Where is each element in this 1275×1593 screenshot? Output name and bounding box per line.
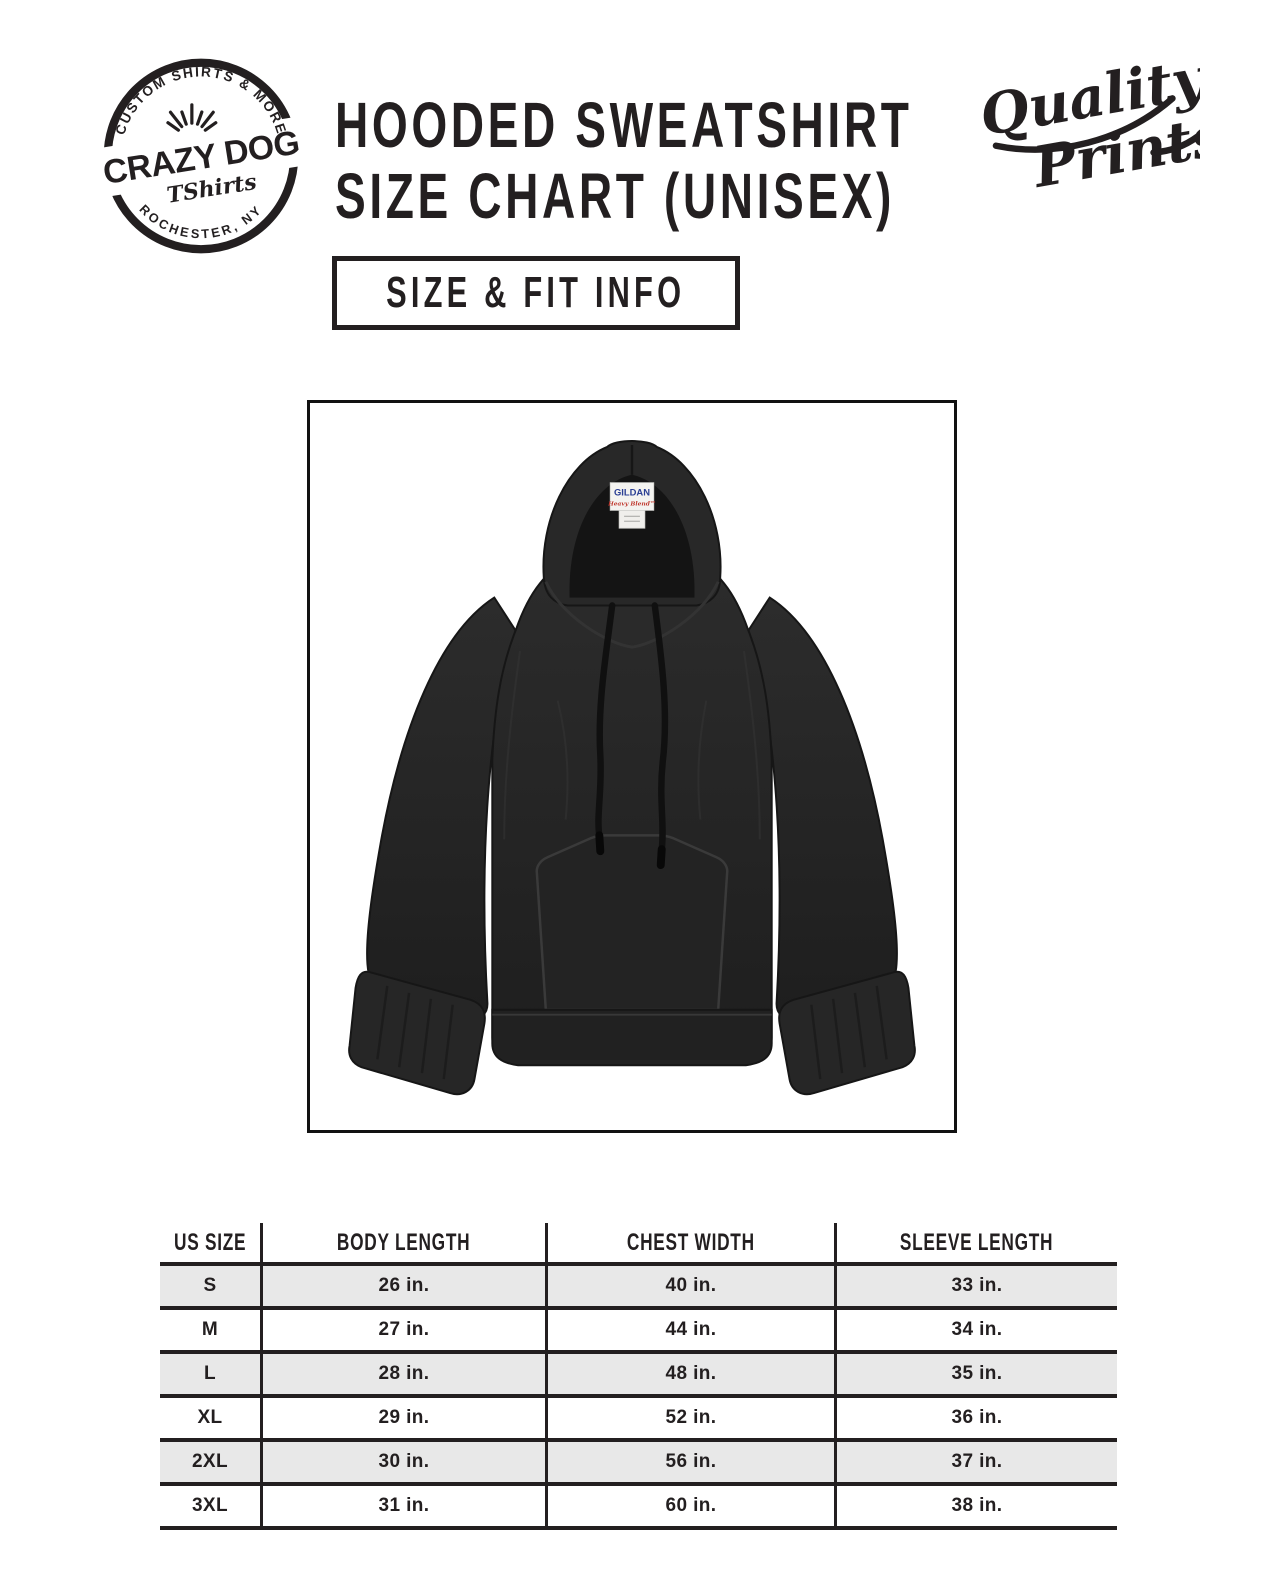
table-row-3xl: 3XL 31 in. 60 in. 38 in. xyxy=(160,1482,1117,1530)
size-fit-badge-label: SIZE & FIT INFO xyxy=(386,268,686,317)
hoodie-photo: GILDAN Heavy Blend™ xyxy=(348,440,917,1096)
quality-swash xyxy=(992,95,1176,153)
crazy-dog-logo: CUSTOM SHIRTS & MORE CRAZY DOG TShirts R… xyxy=(92,50,310,262)
body-length-cell: 29 in. xyxy=(260,1398,545,1438)
product-photo-frame: GILDAN Heavy Blend™ xyxy=(307,400,957,1133)
hoodie-waistband xyxy=(491,1008,773,1067)
table-row-m: M 27 in. 44 in. 34 in. xyxy=(160,1306,1117,1350)
size-cell: 3XL xyxy=(191,1495,229,1516)
chest-width-cell: 48 in. xyxy=(545,1354,834,1394)
table-row-xl: XL 29 in. 52 in. 36 in. xyxy=(160,1394,1117,1438)
chest-width-cell: 52 in. xyxy=(545,1398,834,1438)
garment-size-tag xyxy=(618,509,646,529)
body-length-cell: 30 in. xyxy=(260,1442,545,1482)
size-cell: 2XL xyxy=(191,1451,229,1472)
body-length-cell: 31 in. xyxy=(260,1486,545,1526)
table-row-2xl: 2XL 30 in. 56 in. 37 in. xyxy=(160,1438,1117,1482)
hoodie-left-sleeve xyxy=(348,596,518,1096)
table-row-l: L 28 in. 48 in. 35 in. xyxy=(160,1350,1117,1394)
chest-width-cell: 44 in. xyxy=(545,1310,834,1350)
page-title: HOODED SWEATSHIRT SIZE CHART (UNISEX) xyxy=(335,90,1137,232)
garment-tag-brand: GILDAN xyxy=(614,487,650,498)
drawstring-aglets xyxy=(595,831,666,870)
quality-prints-mark: Quality Prints xyxy=(972,46,1200,231)
chest-width-cell: 40 in. xyxy=(545,1266,834,1306)
body-length-cell: 28 in. xyxy=(260,1354,545,1394)
sleeve-length-cell: 37 in. xyxy=(834,1442,1117,1482)
size-cell: M xyxy=(201,1319,219,1340)
sleeve-length-cell: 35 in. xyxy=(834,1354,1117,1394)
column-header-body-length: BODY LENGTH xyxy=(260,1223,545,1262)
logo-sunburst-icon xyxy=(166,103,218,132)
prints-swash xyxy=(1150,133,1200,156)
hoodie-hood-opening xyxy=(569,474,695,598)
logo-ring-break xyxy=(92,111,310,203)
column-header-chest-width: CHEST WIDTH xyxy=(545,1223,834,1262)
hoodie-neck-drape xyxy=(544,581,720,649)
crazy-dog-logo-graphic: CUSTOM SHIRTS & MORE CRAZY DOG TShirts R… xyxy=(92,58,310,254)
chest-width-cell: 60 in. xyxy=(545,1486,834,1526)
hoodie-wrinkles xyxy=(503,650,761,840)
page-title-line1: HOODED SWEATSHIRT xyxy=(335,89,913,161)
quality-prints-graphic: Quality Prints xyxy=(975,46,1200,201)
sleeve-length-cell: 38 in. xyxy=(834,1486,1117,1526)
size-cell: S xyxy=(203,1275,217,1296)
size-table: US SIZE BODY LENGTH CHEST WIDTH SLEEVE L… xyxy=(160,1223,1117,1530)
column-header-us-size: US SIZE xyxy=(173,1228,247,1256)
page-title-line2: SIZE CHART (UNISEX) xyxy=(335,160,895,232)
size-fit-badge: SIZE & FIT INFO xyxy=(332,256,740,330)
chest-width-cell: 56 in. xyxy=(545,1442,834,1482)
size-cell: L xyxy=(203,1363,216,1384)
table-row-s: S 26 in. 40 in. 33 in. xyxy=(160,1262,1117,1306)
size-cell: XL xyxy=(197,1407,223,1428)
sleeve-length-cell: 33 in. xyxy=(834,1266,1117,1306)
hoodie-right-sleeve xyxy=(746,596,917,1096)
sleeve-length-cell: 36 in. xyxy=(834,1398,1117,1438)
sleeve-length-cell: 34 in. xyxy=(834,1310,1117,1350)
body-length-cell: 27 in. xyxy=(260,1310,545,1350)
column-header-sleeve-length: SLEEVE LENGTH xyxy=(834,1223,1117,1262)
hoodie-pocket xyxy=(535,834,729,1011)
body-length-cell: 26 in. xyxy=(260,1266,545,1306)
garment-tag-sub: Heavy Blend™ xyxy=(607,500,656,507)
garment-tag: GILDAN Heavy Blend™ xyxy=(607,482,656,529)
size-table-header-row: US SIZE BODY LENGTH CHEST WIDTH SLEEVE L… xyxy=(160,1223,1117,1262)
hoodie-drawstrings xyxy=(595,602,669,853)
